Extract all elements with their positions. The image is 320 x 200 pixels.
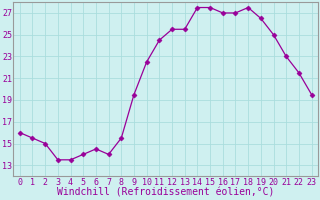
X-axis label: Windchill (Refroidissement éolien,°C): Windchill (Refroidissement éolien,°C) <box>57 188 274 198</box>
